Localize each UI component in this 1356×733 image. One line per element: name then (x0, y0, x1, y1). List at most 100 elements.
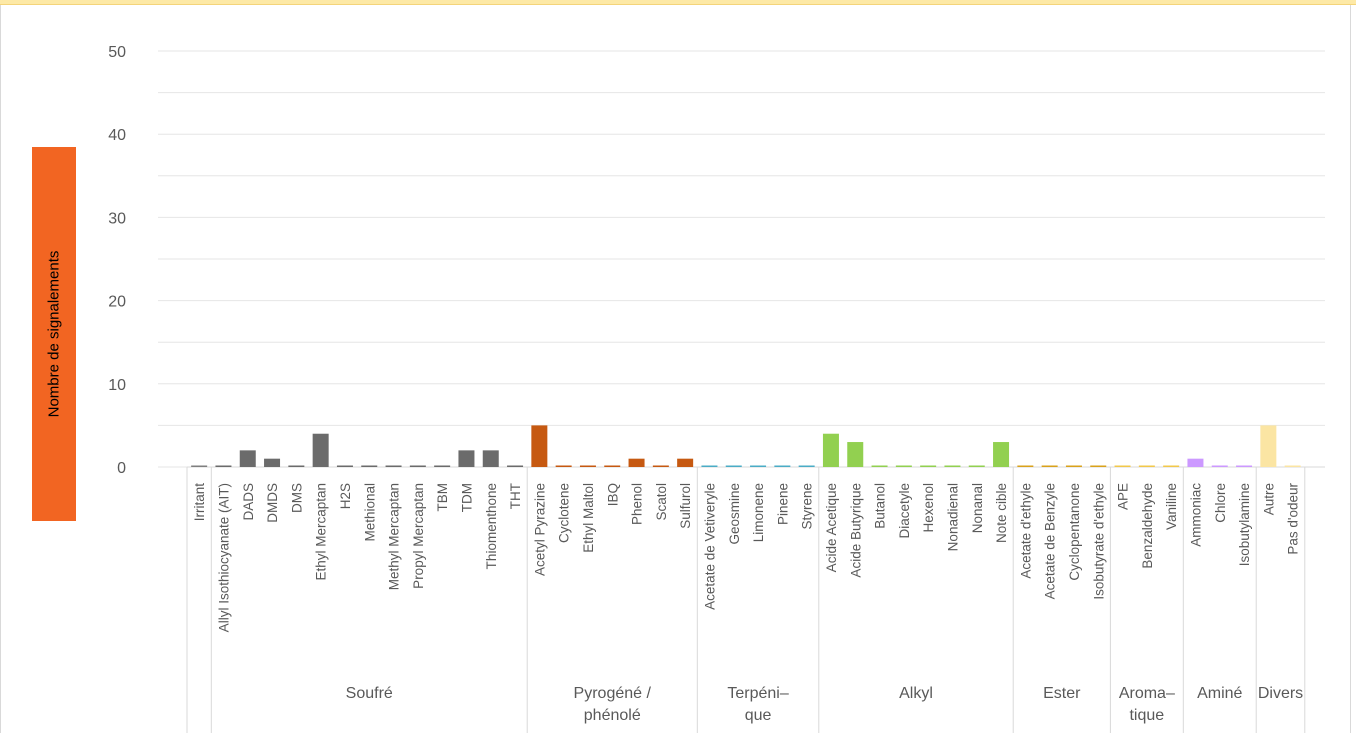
bar (1163, 465, 1180, 467)
bar (1138, 465, 1155, 467)
x-tick-label: Ethyl Mercaptan (314, 483, 329, 581)
top-color-band (0, 0, 1356, 5)
group-label: tique (1129, 707, 1164, 724)
y-tick-label: 0 (117, 460, 126, 477)
bar (604, 465, 621, 467)
bar (1211, 465, 1228, 467)
x-tick-label: Hexenol (921, 483, 936, 533)
bar (968, 465, 985, 467)
x-tick-label: Nonanal (970, 483, 985, 533)
group-label: que (745, 707, 772, 724)
bar (628, 458, 645, 467)
x-tick-label: THT (508, 483, 523, 509)
group-label: phénolé (584, 707, 641, 724)
x-tick-label: APE (1116, 483, 1131, 510)
group-label: Pyrogéné / (574, 685, 652, 702)
bar (239, 450, 256, 467)
x-tick-label: DMS (289, 483, 304, 513)
x-tick-label: DADS (241, 483, 256, 521)
bar (1284, 465, 1301, 467)
bar (1090, 465, 1107, 467)
x-tick-label: TDM (459, 483, 474, 512)
x-tick-label: Thiomenthone (484, 483, 499, 569)
x-tick-label: Propyl Mercaptan (411, 483, 426, 589)
bar (822, 433, 839, 467)
x-tick-label: Ammoniac (1188, 483, 1203, 547)
bar (750, 465, 767, 467)
y-tick-label: 10 (108, 377, 126, 394)
bar (361, 465, 378, 467)
x-tick-label: Isobutyrate d'ethyle (1091, 483, 1106, 600)
x-tick-label: Methyl Mercaptan (387, 483, 402, 590)
bar (507, 465, 524, 467)
bar (191, 465, 208, 467)
x-tick-label: Sulfurol (678, 483, 693, 529)
bar (1236, 465, 1253, 467)
bar (1065, 465, 1082, 467)
x-tick-label: Acide Acetique (824, 483, 839, 572)
bars (191, 425, 1301, 467)
x-tick-labels: Irritant Allyl Isothiocyanate (AIT) DADS DM… (192, 483, 1301, 633)
group-labels: Soufré Pyrogéné / phénolé Terpéni– que Alkyl E… (346, 685, 1303, 724)
x-tick-label: Phenol (630, 483, 645, 525)
bar (895, 465, 912, 467)
group-label: Terpéni– (727, 685, 788, 702)
bar (482, 450, 499, 467)
x-tick-label: IBQ (605, 483, 620, 506)
x-tick-label: Styrene (800, 483, 815, 530)
bar (847, 442, 864, 467)
group-label: Soufré (346, 685, 393, 702)
x-tick-label: Geosmine (727, 483, 742, 545)
bar (264, 458, 281, 467)
x-tick-label: Allyl Isothiocyanate (AIT) (216, 483, 231, 632)
group-label: Aminé (1197, 685, 1242, 702)
group-label: Ester (1043, 685, 1081, 702)
x-tick-label: Cyclotene (557, 483, 572, 543)
bar (774, 465, 791, 467)
x-tick-label: H2S (338, 483, 353, 509)
x-tick-label: Pas d'odeur (1286, 483, 1301, 555)
bar (434, 465, 451, 467)
bar (798, 465, 815, 467)
x-tick-label: DMDS (265, 483, 280, 523)
bar (1017, 465, 1034, 467)
x-tick-label: Note cible (994, 483, 1009, 543)
y-tick-label: 30 (108, 210, 126, 227)
bar (531, 425, 548, 467)
y-tick-label: 20 (108, 294, 126, 311)
bar (920, 465, 937, 467)
group-label: Divers (1258, 685, 1303, 702)
bar (336, 465, 353, 467)
frame-left-border (0, 5, 1, 733)
bar (652, 465, 669, 467)
x-tick-label: Acetate de Vetiveryle (702, 483, 717, 610)
bar (579, 465, 596, 467)
x-tick-label: Diacetyle (897, 483, 912, 539)
bar (1041, 465, 1058, 467)
group-label: Alkyl (899, 685, 933, 702)
bar (1260, 425, 1277, 467)
x-tick-label: Chlore (1213, 483, 1228, 523)
x-tick-label: Acetyl Pyrazine (532, 483, 547, 576)
x-tick-label: Irritant (192, 483, 207, 522)
bar (1114, 465, 1131, 467)
gridlines (158, 50, 1325, 468)
bar (458, 450, 475, 467)
y-tick-labels: 0 10 20 30 40 50 (108, 44, 126, 477)
x-tick-label: Isobutylamine (1237, 483, 1252, 566)
bar (677, 458, 694, 467)
x-tick-label: Butanol (873, 483, 888, 529)
bar (385, 465, 402, 467)
y-axis-label-box (32, 147, 76, 521)
group-label: Aroma– (1119, 685, 1175, 702)
bar (944, 465, 961, 467)
x-tick-label: Acetate d'ethyle (1018, 483, 1033, 579)
bar (1187, 458, 1204, 467)
category-separators (186, 467, 1306, 733)
bar (288, 465, 305, 467)
x-tick-label: Cyclopentanone (1067, 483, 1082, 581)
x-tick-label: Ethyl Maltol (581, 483, 596, 553)
bar (725, 465, 742, 467)
bar (312, 433, 329, 467)
